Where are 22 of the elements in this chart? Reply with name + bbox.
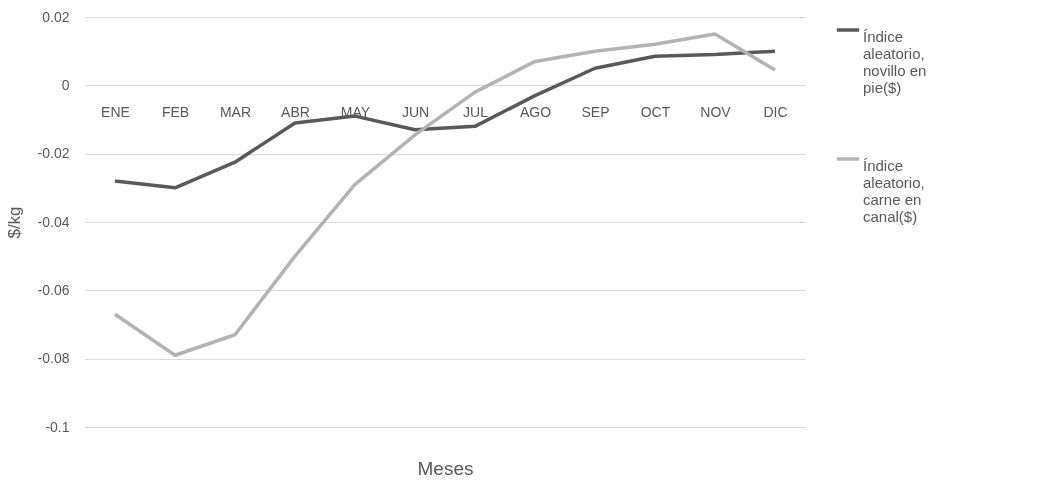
x-tick-label: OCT — [640, 103, 671, 120]
x-tick-label: MAR — [219, 103, 252, 120]
y-tick-label: -0.04 — [37, 213, 70, 230]
legend-label: Índice aleatorio, carne en canal($) — [863, 157, 925, 225]
x-tick-label: ABR — [281, 103, 310, 120]
y-tick-label: -0.02 — [37, 145, 70, 162]
y-tick-label: -0.06 — [37, 281, 70, 298]
y-tick-label: 0 — [61, 76, 70, 93]
x-tick-label: DIC — [763, 103, 788, 120]
x-tick-label: FEB — [161, 103, 190, 120]
x-tick-label: AGO — [519, 103, 552, 120]
y-tick-label: 0.02 — [42, 8, 70, 25]
x-tick-label: JUN — [401, 103, 430, 120]
legend-label: Índice aleatorio, novillo en pie($) — [863, 28, 927, 96]
y-axis-title: $/kg — [4, 206, 24, 239]
y-tick-label: -0.1 — [45, 418, 70, 435]
y-tick-label: -0.08 — [37, 350, 70, 367]
x-tick-label: NOV — [700, 103, 732, 120]
x-tick-label: SEP — [581, 103, 610, 120]
x-tick-label: ENE — [101, 103, 130, 120]
x-axis-title: Meses — [417, 457, 474, 479]
x-tick-label: JUL — [463, 103, 489, 120]
